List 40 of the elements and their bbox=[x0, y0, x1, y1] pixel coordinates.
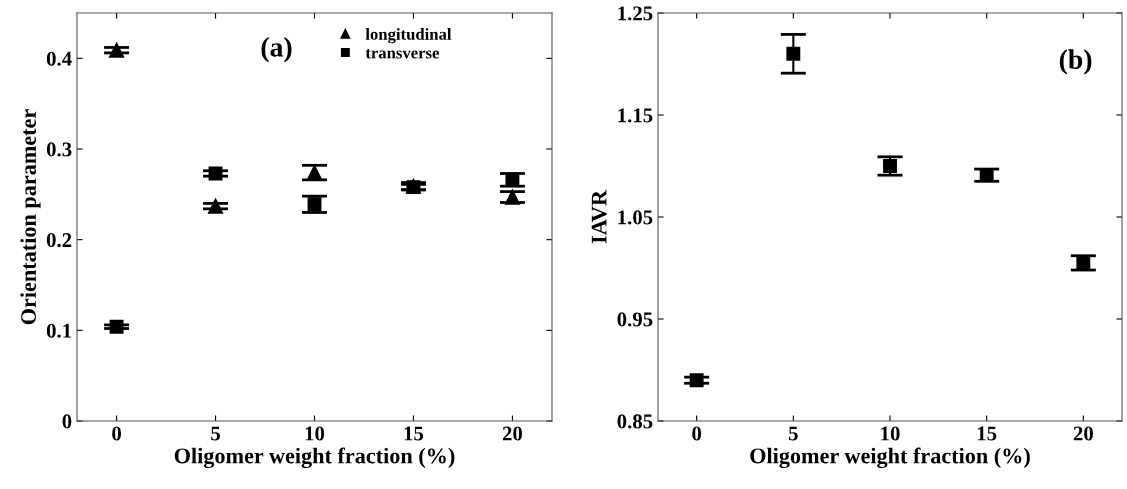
x-tick-label: 10 bbox=[305, 426, 325, 441]
point bbox=[109, 319, 124, 334]
x-tick-label: 5 bbox=[788, 426, 798, 441]
point bbox=[1076, 255, 1091, 270]
point bbox=[883, 159, 897, 173]
x-axis-title: Oligomer weight fraction (%) bbox=[174, 447, 455, 469]
point bbox=[306, 164, 323, 181]
point bbox=[786, 46, 801, 61]
x-axis-title: Oligomer weight fraction (%) bbox=[750, 447, 1030, 469]
y-tick-label: 0.85 bbox=[617, 414, 653, 429]
y-tick-label: 0.2 bbox=[46, 233, 72, 248]
point bbox=[505, 172, 520, 187]
annotation: (a) bbox=[261, 37, 292, 63]
legend-label: transverse bbox=[365, 48, 439, 59]
y-axis-title: IAVR bbox=[591, 189, 607, 244]
point bbox=[307, 197, 322, 212]
y-axis-title: Orientation parameter bbox=[20, 109, 41, 325]
y-tick-label: 0.95 bbox=[617, 312, 653, 327]
x-tick-label: 20 bbox=[1073, 426, 1093, 441]
x-tick-label: 5 bbox=[211, 426, 220, 441]
y-tick-label: 0 bbox=[62, 414, 72, 429]
x-tick-label: 20 bbox=[502, 426, 523, 441]
y-tick-label: 0.3 bbox=[46, 142, 72, 157]
x-tick-label: 15 bbox=[977, 426, 997, 441]
point bbox=[208, 166, 223, 181]
y-tick-label: 0.4 bbox=[46, 51, 72, 66]
x-tick-label: 0 bbox=[692, 426, 702, 441]
point bbox=[689, 373, 704, 388]
x-tick-label: 10 bbox=[881, 426, 900, 441]
y-tick-label: 0.1 bbox=[46, 323, 72, 338]
y-tick-label: 1.05 bbox=[618, 210, 653, 225]
legend-label: longitudinal bbox=[365, 28, 452, 44]
y-tick-label: 1.15 bbox=[618, 108, 653, 123]
point bbox=[504, 189, 521, 205]
x-tick-label: 0 bbox=[112, 426, 121, 441]
x-tick-label: 15 bbox=[404, 426, 424, 441]
point bbox=[108, 42, 125, 58]
annotation: (b) bbox=[1059, 49, 1092, 75]
point bbox=[207, 198, 224, 214]
y-tick-label: 1.25 bbox=[618, 6, 653, 21]
